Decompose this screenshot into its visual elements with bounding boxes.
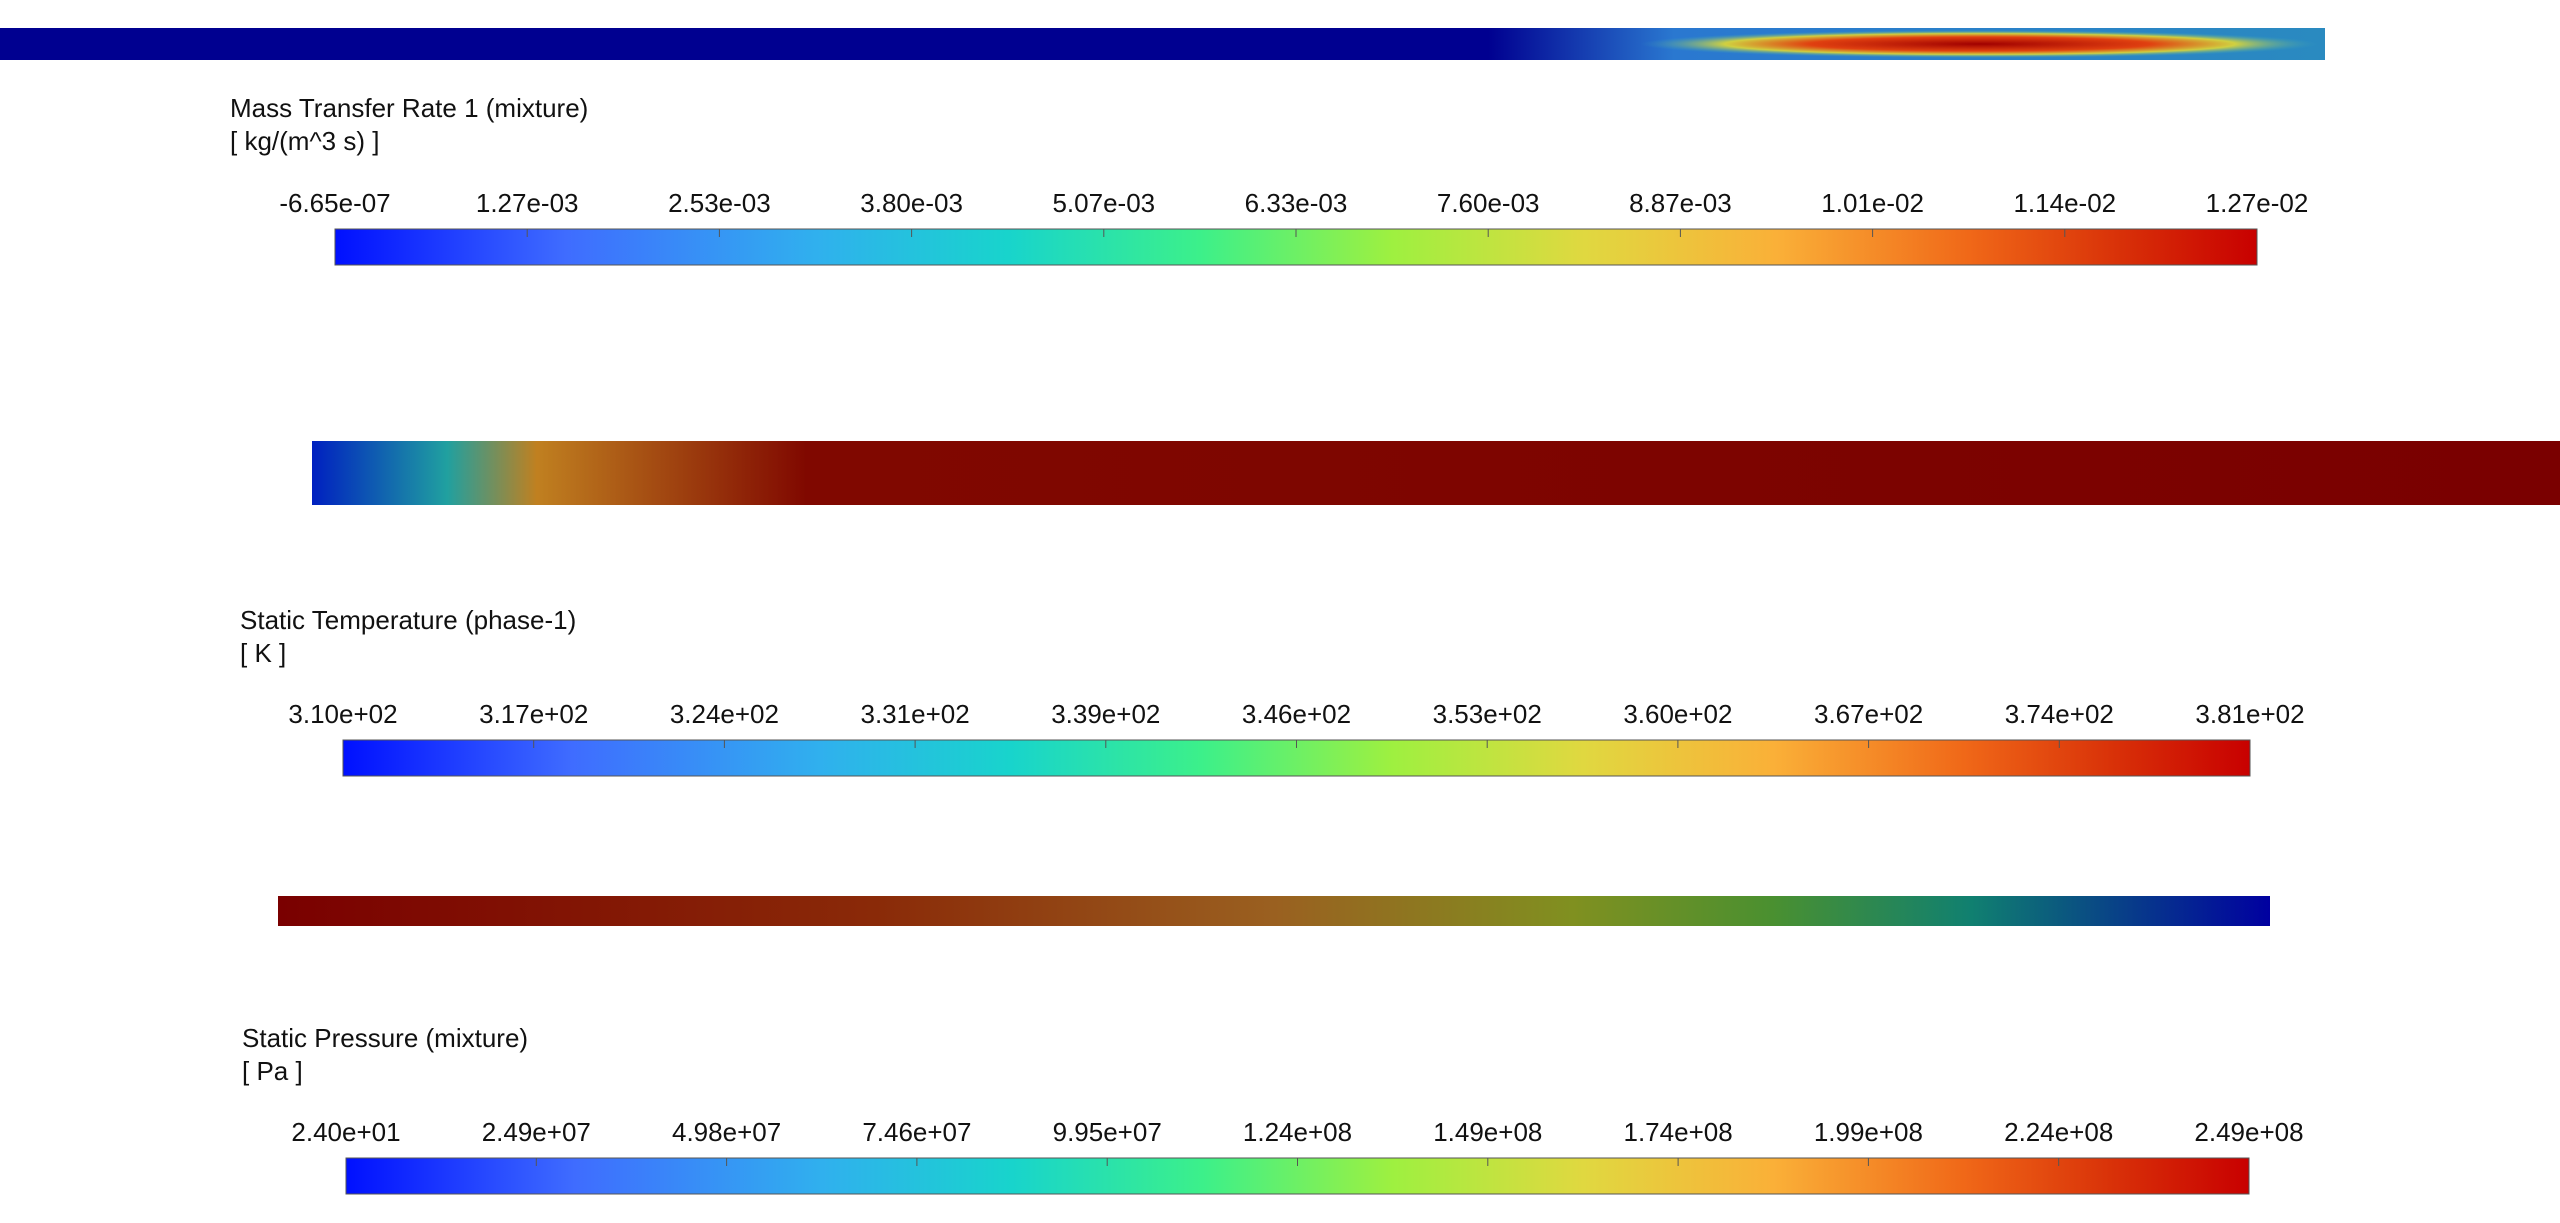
tick-label: 3.74e+02: [2005, 699, 2114, 729]
tick-label: 3.17e+02: [479, 699, 588, 729]
tick-label: 5.07e-03: [1052, 188, 1155, 218]
tick-label: 3.60e+02: [1623, 699, 1732, 729]
tick-label: 2.53e-03: [668, 188, 771, 218]
tick-label: 7.46e+07: [862, 1117, 971, 1147]
tick-label: 2.49e+08: [2194, 1117, 2303, 1147]
tick-label: 4.98e+07: [672, 1117, 781, 1147]
tick-label: 2.49e+07: [482, 1117, 591, 1147]
legend-title: Mass Transfer Rate 1 (mixture): [230, 93, 588, 123]
contour-hotspot: [1640, 30, 2320, 58]
tick-label: 3.10e+02: [288, 699, 397, 729]
legend-unit: [ K ]: [240, 638, 286, 668]
tick-label: 3.80e-03: [860, 188, 963, 218]
contour-strip: [278, 896, 2270, 926]
tick-label: 3.24e+02: [670, 699, 779, 729]
tick-label: 2.40e+01: [291, 1117, 400, 1147]
legend-title: Static Temperature (phase-1): [240, 605, 576, 635]
tick-label: 3.39e+02: [1051, 699, 1160, 729]
tick-label: 1.01e-02: [1821, 188, 1924, 218]
tick-label: 3.67e+02: [1814, 699, 1923, 729]
tick-label: 1.24e+08: [1243, 1117, 1352, 1147]
tick-label: -6.65e-07: [279, 188, 390, 218]
legend-unit: [ Pa ]: [242, 1056, 303, 1086]
tick-label: 6.33e-03: [1245, 188, 1348, 218]
tick-label: 1.27e-03: [476, 188, 579, 218]
tick-label: 9.95e+07: [1053, 1117, 1162, 1147]
legends: Mass Transfer Rate 1 (mixture)[ kg/(m^3 …: [230, 93, 2309, 1195]
contour-strip: [312, 441, 2560, 505]
legend-title: Static Pressure (mixture): [242, 1023, 528, 1053]
tick-label: 3.46e+02: [1242, 699, 1351, 729]
tick-label: 3.81e+02: [2195, 699, 2304, 729]
tick-label: 3.31e+02: [861, 699, 970, 729]
tick-label: 1.74e+08: [1624, 1117, 1733, 1147]
tick-label: 2.24e+08: [2004, 1117, 2113, 1147]
tick-label: 1.49e+08: [1433, 1117, 1542, 1147]
tick-label: 1.27e-02: [2206, 188, 2309, 218]
tick-label: 1.14e-02: [2013, 188, 2116, 218]
legend-unit: [ kg/(m^3 s) ]: [230, 126, 379, 156]
tick-label: 7.60e-03: [1437, 188, 1540, 218]
tick-label: 1.99e+08: [1814, 1117, 1923, 1147]
tick-label: 3.53e+02: [1433, 699, 1542, 729]
tick-label: 8.87e-03: [1629, 188, 1732, 218]
